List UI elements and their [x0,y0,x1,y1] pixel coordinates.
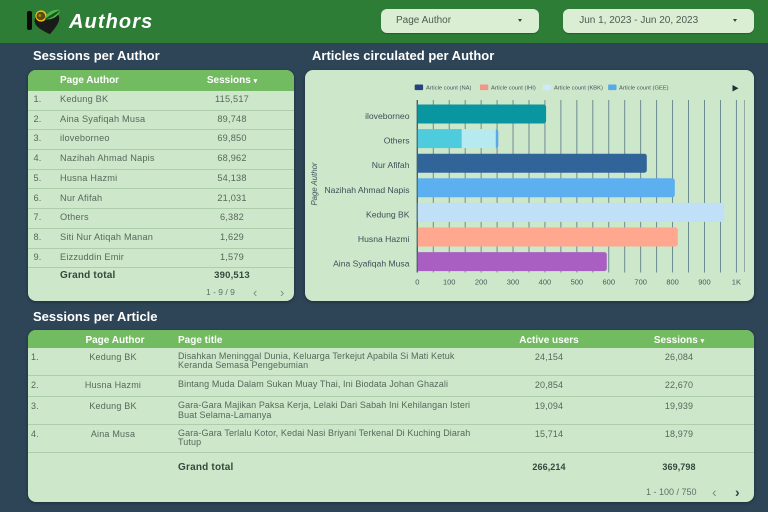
svg-text:Nazihah Ahmad Napis: Nazihah Ahmad Napis [324,185,409,195]
svg-text:Husna Hazmi: Husna Hazmi [358,234,410,244]
svg-text:Nur Afifah: Nur Afifah [372,160,410,170]
svg-text:1K: 1K [732,278,741,287]
svg-text:600: 600 [603,278,616,287]
svg-text:iloveborneo: iloveborneo [365,111,410,121]
svg-text:Others: Others [384,136,410,146]
svg-text:300: 300 [507,278,520,287]
svg-text:200: 200 [475,278,488,287]
svg-text:Article count (GEE): Article count (GEE) [619,86,669,92]
svg-text:900: 900 [698,278,711,287]
svg-text:0: 0 [415,278,419,287]
svg-text:Article count (NA): Article count (NA) [426,86,471,92]
svg-text:100: 100 [443,278,456,287]
svg-text:400: 400 [539,278,552,287]
svg-text:700: 700 [634,278,647,287]
svg-text:Article count (KBK): Article count (KBK) [554,86,603,92]
svg-text:500: 500 [571,278,584,287]
svg-text:Article count (IHI): Article count (IHI) [491,86,536,92]
svg-text:Page Author: Page Author [310,162,319,205]
svg-text:800: 800 [666,278,679,287]
svg-text:Kedung BK: Kedung BK [366,209,410,219]
svg-text:Aina Syafiqah Musa: Aina Syafiqah Musa [333,259,410,269]
